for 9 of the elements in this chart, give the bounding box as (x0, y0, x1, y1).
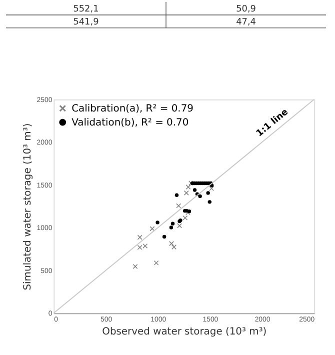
annotation: 1:1 line (254, 107, 290, 140)
text: 541,9 (73, 17, 100, 28)
text: 47,4 (236, 17, 256, 28)
text: 50,9 (236, 4, 256, 14)
text: 552,1 (73, 4, 99, 14)
legend-label: Calibration(a), R² = 0.79 (72, 103, 194, 114)
y-axis-title: Simulated water storage (10³ m³) (22, 123, 34, 290)
legend-label: Validation(b), R² = 0.70 (72, 117, 189, 128)
x-axis-title: Observed water storage (10³ m³) (102, 326, 267, 338)
